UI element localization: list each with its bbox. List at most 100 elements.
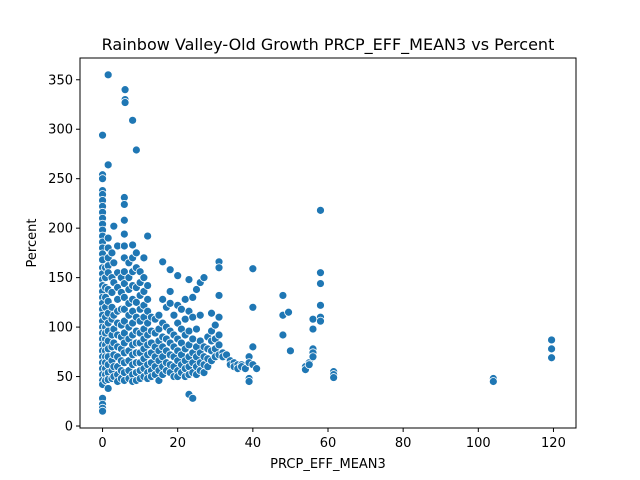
y-tick-label: 200 [48,222,73,237]
data-point [184,275,194,285]
data-point [154,310,164,320]
data-point [316,268,325,278]
y-tick-label: 250 [48,172,73,187]
data-point [195,310,205,320]
data-point [180,294,190,304]
data-point [547,353,556,363]
data-point [192,285,201,294]
x-tick-label: 80 [395,436,412,451]
data-point [119,241,129,251]
data-point [214,340,224,350]
data-point [107,248,117,258]
y-tick-label: 150 [48,271,73,286]
data-point [103,384,113,393]
data-point [103,70,113,80]
y-tick-label: 50 [56,370,73,385]
data-point [316,279,325,288]
data-point [143,231,153,241]
data-point [547,344,556,354]
data-point [214,263,224,273]
data-point [316,300,325,310]
data-point [120,98,130,107]
y-axis-label: Percent [25,219,40,268]
data-point [119,328,129,338]
data-point [107,288,117,297]
y-axis-ticks: 0 50 100 150 200 250 300 350 [48,73,80,435]
x-tick-label: 20 [169,436,186,451]
data-point [214,330,224,340]
data-point [214,291,224,300]
data-point [547,335,556,345]
data-point [98,174,107,184]
data-point [128,240,138,250]
data-point [120,85,130,95]
data-point [119,304,129,314]
data-point [188,393,198,403]
data-point [158,257,168,267]
data-point [128,115,138,125]
data-point [188,334,198,344]
data-point [103,160,113,170]
data-point [184,326,194,336]
data-point [308,324,318,334]
data-point [308,314,318,324]
data-point [188,312,198,322]
data-point [192,324,201,334]
x-tick-label: 0 [98,436,106,451]
data-point [119,293,129,302]
data-point [244,377,254,386]
data-point [304,360,314,370]
data-point [207,308,216,318]
data-point [165,265,175,275]
data-point [188,293,198,302]
data-point [488,377,498,386]
data-point [131,248,141,258]
data-point [158,294,168,304]
data-point [180,314,190,324]
data-point [329,373,339,382]
data-point [199,273,209,283]
data-point [143,281,153,290]
data-point [165,287,175,296]
data-point [131,297,141,307]
data-point [286,346,295,356]
data-point [119,215,129,225]
y-tick-label: 100 [48,321,73,336]
y-tick-label: 350 [48,73,73,88]
data-point [252,364,262,374]
x-axis-ticks: 0 20 40 60 80 100 120 [98,428,566,451]
data-point [143,294,153,304]
x-tick-label: 100 [466,436,491,451]
data-point [119,200,129,209]
data-point [214,312,224,322]
x-tick-label: 40 [245,436,262,451]
data-point [98,406,107,416]
data-point [165,298,175,308]
data-point [139,273,149,283]
x-axis-label: PRCP_EFF_MEAN3 [270,457,386,472]
data-point [109,258,119,268]
x-tick-label: 60 [320,436,337,451]
data-point [98,130,107,140]
data-point [119,316,129,326]
data-point [139,253,149,263]
data-point [278,291,288,300]
data-point [131,145,141,155]
data-point [284,307,293,317]
data-point [119,279,129,288]
data-point [248,302,258,312]
x-tick-label: 120 [541,436,566,451]
data-point [103,233,113,243]
data-point [316,316,325,326]
data-point [308,352,318,362]
chart-title: Rainbow Valley-Old Growth PRCP_EFF_MEAN3… [102,35,555,55]
data-point [210,320,220,330]
data-points [98,70,556,416]
data-point [316,205,325,215]
y-tick-label: 300 [48,123,73,138]
data-point [248,342,258,352]
data-point [177,304,186,314]
data-point [119,229,129,239]
